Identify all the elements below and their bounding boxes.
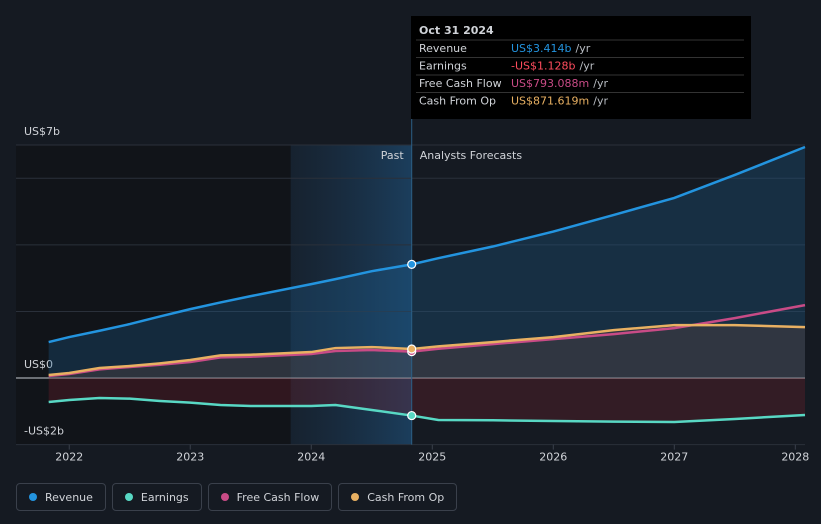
tooltip-value: US$871.619m/yr [511, 95, 608, 108]
x-tick-label: 2026 [539, 451, 567, 464]
tooltip-unit: /yr [593, 77, 608, 90]
y-tick-label: US$7b [24, 125, 60, 138]
legend-label: Revenue [45, 490, 93, 504]
highlight-region [290, 145, 412, 445]
y-tick-label: -US$2b [24, 425, 64, 438]
x-tick-label: 2027 [660, 451, 688, 464]
legend-item[interactable]: Earnings [111, 483, 202, 511]
tooltip-number: -US$1.128b [511, 60, 575, 73]
legend-dot [351, 493, 360, 501]
tooltip-label: Cash From Op [419, 95, 496, 108]
legend-dot [124, 493, 133, 501]
legend-label: Earnings [140, 490, 189, 504]
line [48, 396, 806, 424]
line [48, 323, 806, 377]
tooltip [411, 16, 751, 119]
forecast-label: Analysts Forecasts [420, 149, 523, 162]
legend-item[interactable]: Free Cash Flow [207, 483, 333, 511]
tooltip-value: -US$1.128b/yr [511, 60, 595, 73]
y-tick-label: US$0 [24, 358, 53, 371]
tooltip-unit: /yr [576, 42, 591, 55]
tooltip-date: Oct 31 2024 [419, 24, 494, 37]
tooltip-label: Free Cash Flow [419, 77, 502, 90]
x-tick-label: 2024 [297, 451, 325, 464]
tooltip-value: US$3.414b/yr [511, 42, 591, 55]
tooltip-unit: /yr [579, 60, 594, 73]
point [407, 259, 417, 269]
past-label: Past [381, 149, 405, 162]
x-tick-label: 2025 [418, 451, 446, 464]
legend-item[interactable]: Revenue [16, 483, 106, 511]
legend-label: Cash From Op [367, 490, 445, 504]
line [48, 145, 806, 344]
legend-label: Free Cash Flow [236, 490, 320, 504]
tooltip-number: US$3.414b [511, 42, 572, 55]
area [48, 378, 805, 422]
page: -US$2b US$0 US$7b 2022 2023 2024 2025 2026 2027 2… [16, 16, 810, 511]
x-tick-label: 2022 [55, 451, 83, 464]
area [48, 146, 805, 379]
area [48, 325, 805, 379]
legend-dot [220, 493, 229, 501]
legend-dot [29, 493, 37, 501]
tooltip-label: Earnings [419, 60, 467, 73]
legend: Revenue Earnings Free Cash Flow Cash From O… [16, 483, 458, 511]
tooltip-value: US$793.088m/yr [511, 77, 608, 90]
tooltip-label: Revenue [419, 42, 467, 55]
chart: -US$2b US$0 US$7b 2022 2023 2024 2025 2026 2027 2… [16, 16, 809, 464]
tooltip-number: US$793.088m [511, 77, 589, 90]
tooltip-number: US$871.619m [511, 95, 589, 108]
x-tick-label: 2028 [781, 451, 809, 464]
x-tick-label: 2023 [176, 451, 204, 464]
tooltip-unit: /yr [593, 95, 608, 108]
point [407, 344, 417, 354]
point [407, 410, 417, 421]
past-region [16, 145, 291, 445]
legend-item[interactable]: Cash From Op [338, 483, 458, 511]
